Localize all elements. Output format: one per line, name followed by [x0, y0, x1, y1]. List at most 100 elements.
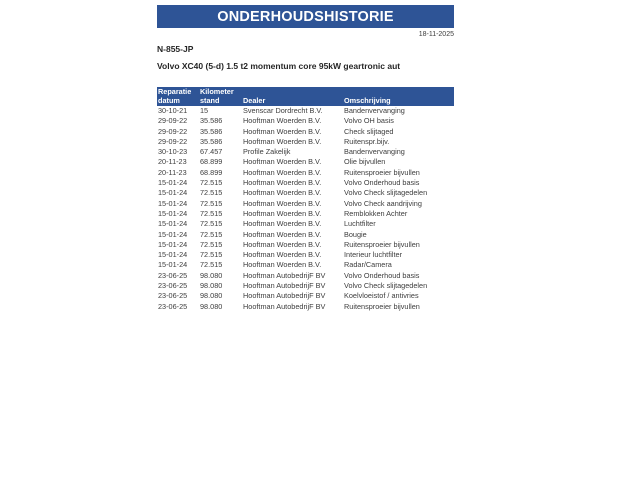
cell-km: 68.899 [200, 167, 223, 177]
cell-dealer: Hooftman Woerden B.V. [243, 136, 322, 146]
cell-date: 29-09-22 [158, 116, 188, 126]
cell-dealer: Hooftman Woerden B.V. [243, 260, 322, 270]
cell-date: 20-11-23 [158, 157, 187, 167]
table-row: 20-11-23 68.899 Hooftman Woerden B.V. Ruite… [158, 168, 454, 178]
cell-km: 72.515 [200, 239, 223, 249]
cell-dealer: Hooftman Woerden B.V. [243, 157, 322, 167]
table-row: 15-01-24 72.515 Hooftman Woerden B.V. Radar… [158, 260, 454, 270]
column-header-dealer: Dealer [243, 96, 266, 105]
cell-km: 72.515 [200, 260, 223, 270]
cell-date: 23-06-25 [158, 301, 188, 311]
cell-dealer: Hooftman Woerden B.V. [243, 198, 322, 208]
cell-date: 30-10-23 [158, 147, 188, 157]
table-row: 30-10-21 15 Svenscar Dordrecht B.V. Bandenv… [158, 106, 454, 116]
cell-date: 15-01-24 [158, 198, 188, 208]
table-header: Reparatie datum Kilometer stand Dealer O… [157, 87, 454, 106]
report-content: ONDERHOUDSHISTORIE 18-11-2025 N-855-JP V… [157, 5, 454, 312]
table-row: 23-06-25 98.080 Hooftman AutobedrijF BV Koe… [158, 291, 454, 301]
cell-description: Volvo OH basis [344, 116, 394, 126]
table-row: 15-01-24 72.515 Hooftman Woerden B.V. Lucht… [158, 219, 454, 229]
table-row: 15-01-24 72.515 Hooftman Woerden B.V. Volvo… [158, 199, 454, 209]
cell-km: 72.515 [200, 198, 223, 208]
cell-date: 15-01-24 [158, 178, 188, 188]
table-row: 15-01-24 72.515 Hooftman Woerden B.V. Volvo… [158, 178, 454, 188]
cell-description: Ruitenspr.bijv. [344, 136, 390, 146]
cell-km: 98.080 [200, 270, 223, 280]
cell-description: Ruitensproeier bijvullen [344, 167, 420, 177]
cell-dealer: Hooftman Woerden B.V. [243, 188, 322, 198]
cell-date: 15-01-24 [158, 219, 188, 229]
table-row: 23-06-25 98.080 Hooftman AutobedrijF BV Vol… [158, 271, 454, 281]
table-row: 30-10-23 67.457 Profile Zakelijk Bandenverv… [158, 147, 454, 157]
cell-dealer: Hooftman Woerden B.V. [243, 250, 322, 260]
cell-km: 35.586 [200, 116, 223, 126]
title-bar: ONDERHOUDSHISTORIE [157, 5, 454, 28]
cell-km: 72.515 [200, 229, 223, 239]
cell-km: 15 [200, 106, 209, 115]
table-row: 29-09-22 35.586 Hooftman Woerden B.V. Ruite… [158, 137, 454, 147]
cell-km: 98.080 [200, 301, 223, 311]
maintenance-table: Reparatie datum Kilometer stand Dealer O… [157, 87, 454, 312]
cell-km: 72.515 [200, 188, 223, 198]
cell-km: 72.515 [200, 178, 223, 188]
cell-description: Interieur luchtfilter [344, 250, 402, 260]
cell-date: 23-06-25 [158, 291, 188, 301]
cell-dealer: Hooftman AutobedrijF BV [243, 301, 326, 311]
cell-description: Volvo Check slijtagedelen [344, 281, 428, 291]
column-header-reparatie-datum: Reparatie datum [158, 88, 192, 105]
cell-description: Luchtfilter [344, 219, 376, 229]
cell-description: Ruitensproeier bijvullen [344, 301, 420, 311]
column-header-omschrijving: Omschrijving [344, 96, 391, 105]
table-row: 20-11-23 68.899 Hooftman Woerden B.V. Olie … [158, 157, 454, 167]
cell-date: 30-10-21 [158, 106, 188, 115]
cell-date: 20-11-23 [158, 167, 187, 177]
cell-km: 72.515 [200, 219, 223, 229]
cell-dealer: Hooftman AutobedrijF BV [243, 291, 326, 301]
cell-dealer: Svenscar Dordrecht B.V. [243, 106, 323, 115]
cell-description: Ruitensproeier bijvullen [344, 239, 420, 249]
cell-date: 15-01-24 [158, 188, 188, 198]
table-row: 15-01-24 72.515 Hooftman Woerden B.V. Volvo… [158, 188, 454, 198]
table-row: 15-01-24 72.515 Hooftman Woerden B.V. Bougi… [158, 230, 454, 240]
cell-dealer: Hooftman AutobedrijF BV [243, 270, 326, 280]
table-row: 15-01-24 72.515 Hooftman Woerden B.V. Ruite… [158, 240, 454, 250]
cell-date: 23-06-25 [158, 270, 188, 280]
cell-dealer: Hooftman Woerden B.V. [243, 126, 322, 136]
cell-dealer: Hooftman Woerden B.V. [243, 116, 322, 126]
license-plate: N-855-JP [157, 44, 194, 54]
cell-description: Volvo Onderhoud basis [344, 270, 420, 280]
vehicle-description: Volvo XC40 (5-d) 1.5 t2 momentum core 95… [157, 61, 401, 71]
cell-km: 98.080 [200, 281, 223, 291]
cell-date: 15-01-24 [158, 239, 188, 249]
cell-date: 15-01-24 [158, 250, 188, 260]
cell-km: 35.586 [200, 136, 223, 146]
cell-dealer: Hooftman AutobedrijF BV [243, 281, 326, 291]
cell-description: Volvo Check slijtagedelen [344, 188, 428, 198]
cell-km: 67.457 [200, 147, 223, 157]
cell-dealer: Hooftman Woerden B.V. [243, 208, 322, 218]
cell-description: Olie bijvullen [344, 157, 386, 167]
cell-description: Bougie [344, 229, 367, 239]
table-row: 23-06-25 98.080 Hooftman AutobedrijF BV Vol… [158, 281, 454, 291]
cell-description: Bandenvervanging [344, 147, 405, 157]
cell-km: 35.586 [200, 126, 223, 136]
table-row: 23-06-25 98.080 Hooftman AutobedrijF BV Rui… [158, 302, 454, 312]
report-date: 18-11-2025 [418, 31, 454, 38]
cell-description: Volvo Onderhoud basis [344, 178, 420, 188]
cell-date: 23-06-25 [158, 281, 188, 291]
cell-date: 15-01-24 [158, 260, 188, 270]
table-row: 29-09-22 35.586 Hooftman Woerden B.V. Volvo… [158, 116, 454, 126]
table-row: 15-01-24 72.515 Hooftman Woerden B.V. Inter… [158, 250, 454, 260]
cell-dealer: Hooftman Woerden B.V. [243, 178, 322, 188]
cell-date: 15-01-24 [158, 229, 188, 239]
table-body: 30-10-21 15 Svenscar Dordrecht B.V. Bandenv… [157, 106, 454, 312]
page-title: ONDERHOUDSHISTORIE [217, 8, 394, 25]
cell-description: Koelvloeistof / antivries [344, 291, 419, 301]
column-header-kilometer-stand: Kilometer stand [200, 88, 234, 105]
cell-dealer: Hooftman Woerden B.V. [243, 219, 322, 229]
cell-dealer: Hooftman Woerden B.V. [243, 167, 322, 177]
table-row: 15-01-24 72.515 Hooftman Woerden B.V. Rembl… [158, 209, 454, 219]
cell-dealer: Profile Zakelijk [243, 147, 291, 157]
cell-description: Check slijtaged [344, 126, 394, 136]
